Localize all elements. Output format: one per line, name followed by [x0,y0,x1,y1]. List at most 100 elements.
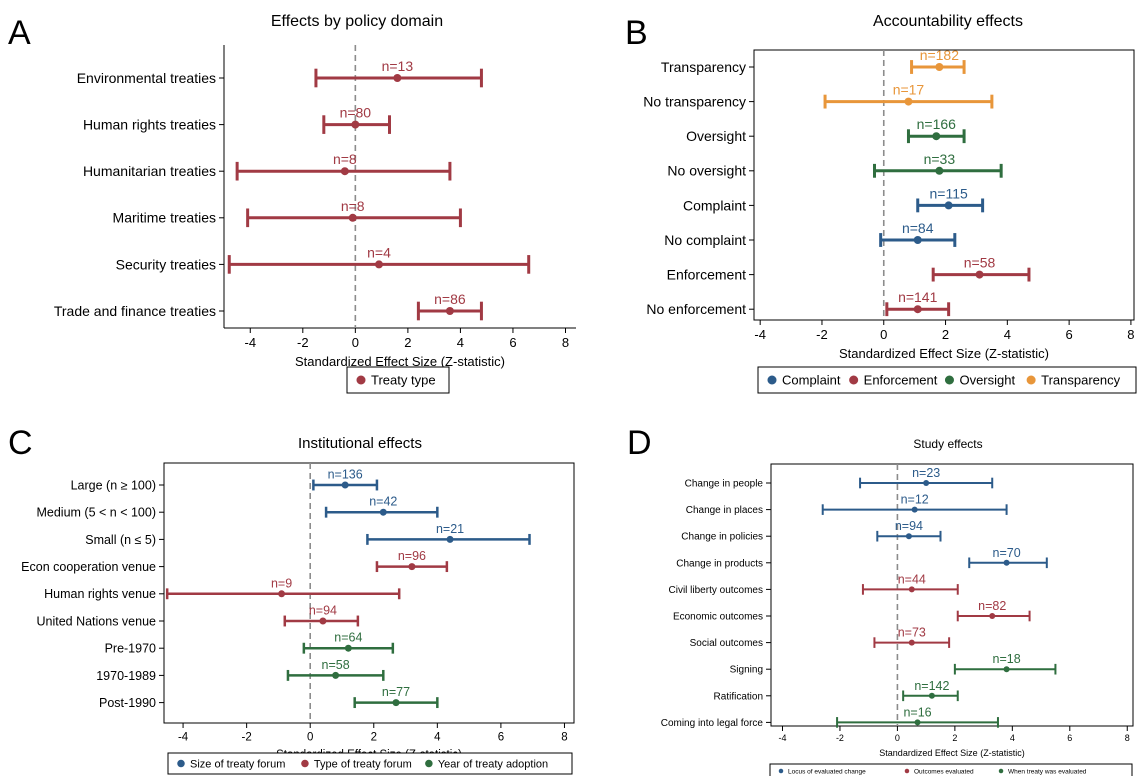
plot-frame [753,49,1135,321]
y-tick-label: Ratification [714,691,763,702]
estimate-point [908,586,915,593]
sample-size-label: n=136 [328,468,363,482]
legend-label: Locus of evaluated change [788,768,866,775]
sample-size-label: n=16 [903,705,931,719]
estimate-point [408,563,416,571]
estimate-point [923,480,930,486]
x-tick-label: 0 [307,732,313,744]
estimate-point [344,644,352,652]
panel-b: B Accountability effects -4 -2 0 2 4 6 8 Standard… [625,13,1137,394]
panel-letter: B [625,14,648,52]
x-tick-label: 8 [561,732,567,744]
x-axis-label: Standardized Effect Size (Z-statistic) [879,748,1024,758]
sample-size-label: n=42 [369,495,397,509]
x-tick-label: 2 [404,335,411,350]
legend-marker [944,375,954,385]
sample-size-label: n=96 [398,549,426,563]
x-tick-label: 0 [352,335,359,350]
sample-size-label: n=64 [334,631,362,645]
legend-label: Outcomes evaluated [914,768,974,775]
legend-marker [177,759,185,768]
x-axis-label: Standardized Effect Size (Z-statistic) [839,346,1049,361]
sample-size-label: n=166 [917,116,957,132]
y-tick-label: Environmental treaties [77,70,216,86]
y-tick-label: Civil liberty outcomes [669,585,763,596]
legend-marker [998,768,1004,774]
legend-label: Complaint [782,373,841,388]
estimate-point [1003,666,1010,673]
legend-marker [778,768,784,774]
legend-marker [849,375,859,385]
legend-label: Year of treaty adoption [438,758,548,770]
estimate-point [913,305,922,314]
plot-frame [163,462,575,724]
estimate-point [913,236,922,244]
y-tick-label: Econ cooperation venue [21,560,156,574]
sample-size-label: n=33 [924,151,956,167]
estimate-point [332,671,340,679]
y-tick-label: No enforcement [646,301,746,317]
estimate-point [446,535,454,543]
panel-letter: A [8,14,31,52]
panel-letter: D [627,424,652,462]
y-tick-label: Human rights treaties [83,117,216,133]
sample-size-label: n=73 [898,626,926,640]
sample-size-label: n=82 [978,599,1006,613]
x-tick-label: 0 [895,733,900,743]
panel-title: Institutional effects [298,435,422,452]
y-tick-label: Large (n ≥ 100) [71,478,156,492]
y-tick-label: Coming into legal force [661,718,764,729]
panel-title: Effects by policy domain [271,13,443,30]
estimate-point [975,270,984,279]
sample-size-label: n=94 [309,604,337,618]
x-tick-label: 6 [509,335,516,350]
sample-size-label: n=58 [322,658,350,672]
panel-title: Accountability effects [873,13,1023,30]
x-tick-label: -4 [754,327,766,342]
plot-frame [770,463,1134,727]
x-tick-label: 6 [1067,733,1072,743]
legend-box [167,752,573,775]
estimate-point [1003,559,1010,566]
estimate-point [935,63,944,71]
legend-label: Type of treaty forum [314,758,412,770]
x-tick-label: -4 [178,732,189,744]
x-tick-label: -4 [244,335,256,350]
y-tick-label: Oversight [686,128,746,144]
y-tick-label: Change in products [676,558,763,569]
x-tick-label: 2 [942,327,949,342]
estimate-point [278,590,286,598]
sample-size-label: n=9 [271,576,292,590]
legend-box [346,366,450,394]
panel-a: A Effects by policy domain -4 -2 0 2 4 6 8 Standa… [8,13,576,394]
estimate-point [374,260,383,269]
estimate-point [351,120,360,129]
estimate-point [944,201,953,210]
x-tick-label: 2 [952,733,957,743]
y-tick-label: Human rights venue [44,587,156,601]
sample-size-label: n=17 [893,82,925,98]
sample-size-label: n=58 [964,255,996,271]
sample-size-label: n=12 [901,493,929,507]
sample-size-label: n=70 [993,546,1021,560]
legend-label: Oversight [959,373,1015,388]
y-tick-label: Enforcement [667,267,746,283]
estimate-point [904,97,913,106]
y-tick-label: United Nations venue [36,614,156,628]
sample-size-label: n=18 [993,652,1021,666]
legend-marker [767,375,777,385]
x-axis-label: Standardized Effect Size (Z-statistic) [295,354,505,369]
sample-size-label: n=8 [341,198,365,214]
estimate-point [348,213,357,222]
estimate-point [908,639,915,646]
x-tick-label: 4 [1004,327,1011,342]
x-tick-label: 8 [562,335,569,350]
y-tick-label: No oversight [667,163,746,179]
estimate-point [340,167,349,176]
y-tick-label: Complaint [683,197,746,213]
panel-title: Study effects [913,437,982,451]
estimate-point [319,617,327,625]
sample-size-label: n=44 [898,572,926,586]
x-tick-label: 4 [457,335,464,350]
